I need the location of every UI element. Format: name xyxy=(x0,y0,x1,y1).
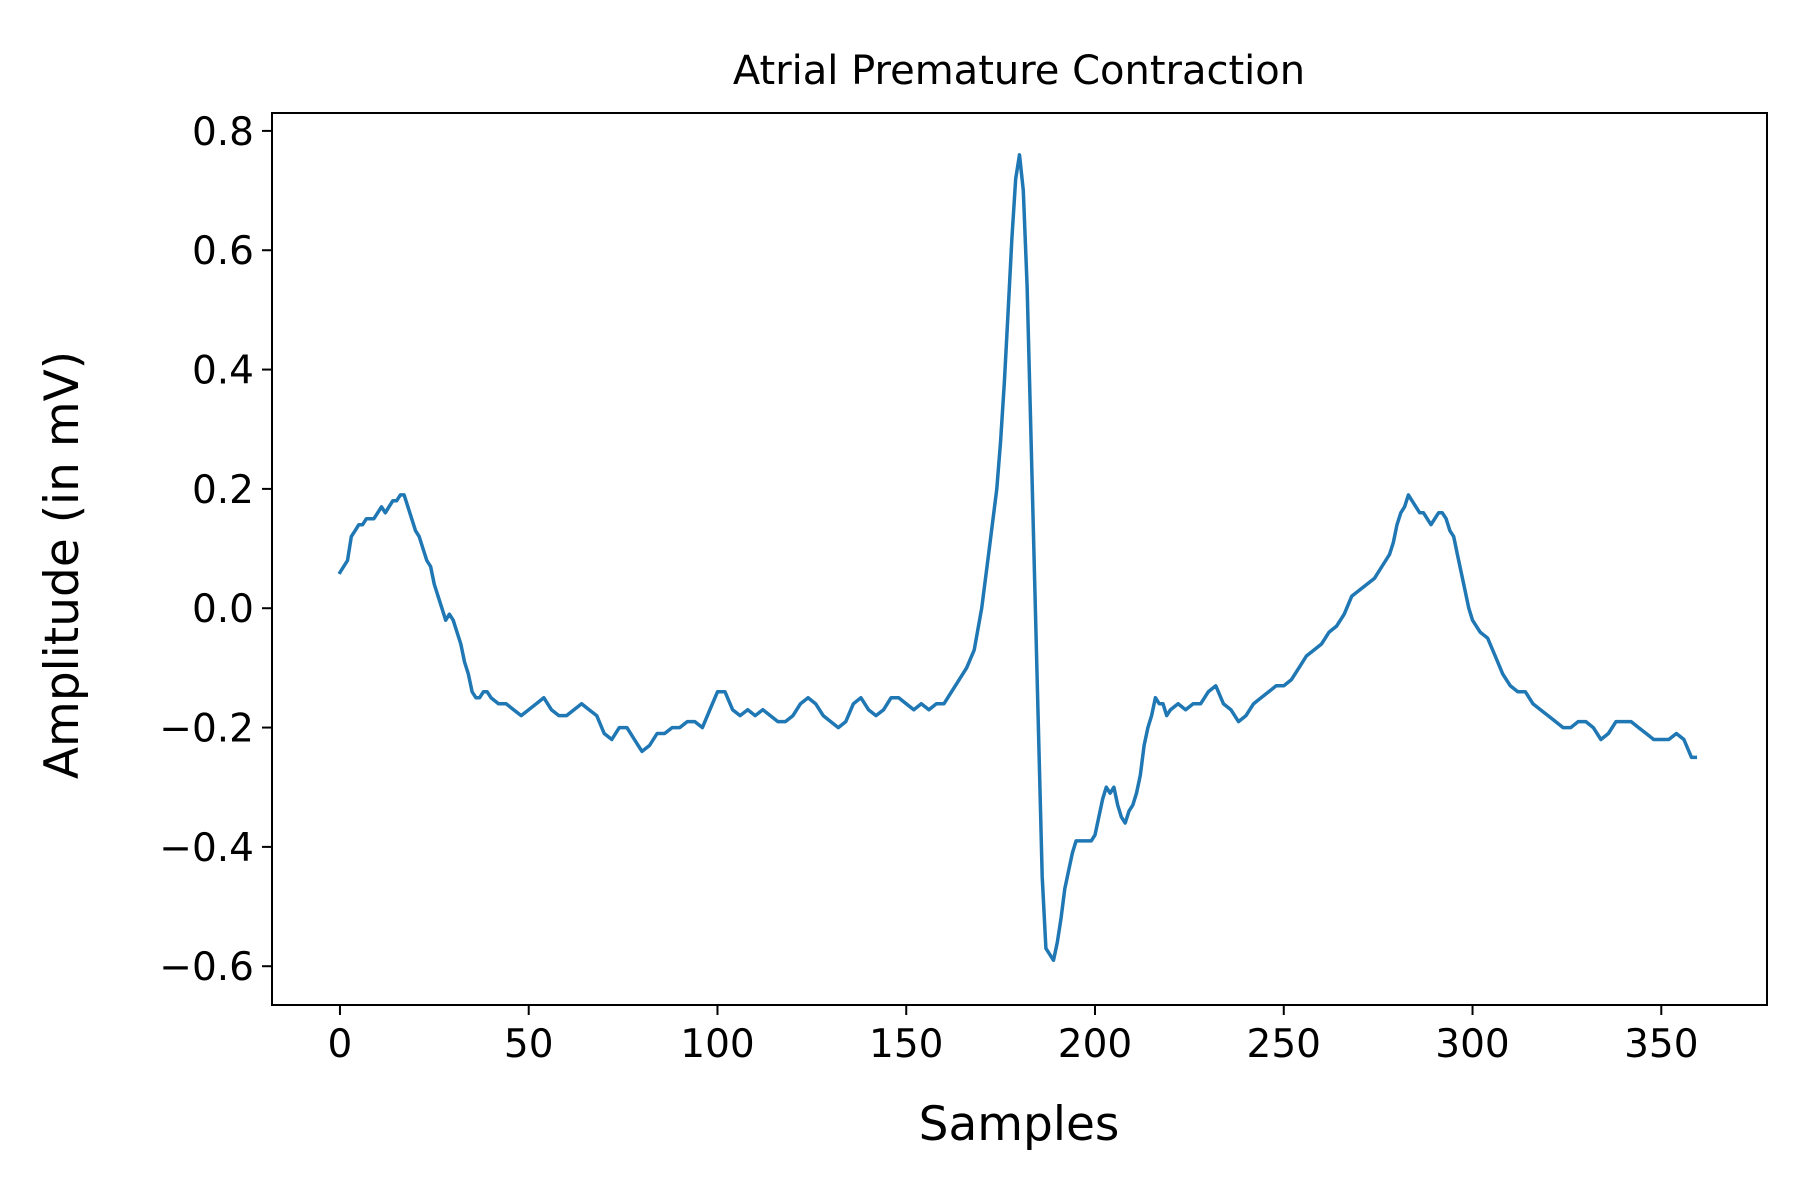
y-tick-label: −0.4 xyxy=(159,826,254,871)
y-axis-label-group: Amplitude (in mV) xyxy=(35,351,90,779)
y-tick-label: 0.8 xyxy=(192,110,254,155)
x-tick-label: 150 xyxy=(869,1022,943,1067)
x-axis-label: Samples xyxy=(919,1097,1120,1152)
chart-title: Atrial Premature Contraction xyxy=(733,48,1305,94)
y-tick-label: 0.0 xyxy=(192,587,254,632)
x-tick-label: 300 xyxy=(1435,1022,1509,1067)
plot-area-frame xyxy=(271,112,1768,1006)
x-tick-label: 200 xyxy=(1058,1022,1132,1067)
x-tick-label: 250 xyxy=(1247,1022,1321,1067)
y-tick-label: 0.6 xyxy=(192,229,254,274)
y-tick-label: −0.6 xyxy=(159,945,254,990)
y-axis-label: Amplitude (in mV) xyxy=(35,351,90,779)
ticks-layer: 0 50 100 150 200 250 300 350 −0.6 −0.4 −0.2 0.0 0.2 0… xyxy=(159,110,1698,1067)
y-tick-label: −0.2 xyxy=(159,707,254,752)
series-line-0 xyxy=(337,153,1698,963)
x-tick-label: 100 xyxy=(680,1022,754,1067)
series-layer xyxy=(337,153,1698,963)
x-tick-label: 50 xyxy=(504,1022,554,1067)
x-tick-label: 350 xyxy=(1624,1022,1698,1067)
x-tick-label: 0 xyxy=(328,1022,353,1067)
y-tick-label: 0.4 xyxy=(192,349,254,394)
y-tick-label: 0.2 xyxy=(192,468,254,513)
